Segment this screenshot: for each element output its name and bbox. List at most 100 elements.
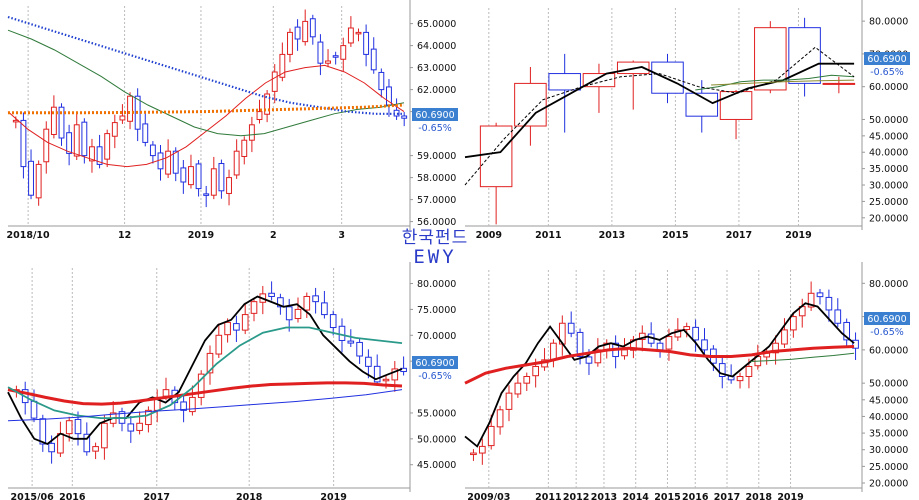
x-tick-label: 2014 — [622, 492, 649, 500]
daily-chart-panel[interactable]: 2018/10 12 2019 2 3 65.0000 64.0000 63.0000 62.0… — [0, 0, 460, 240]
x-tick-label: 2011 — [535, 492, 561, 500]
candle-body — [736, 376, 744, 382]
candle-body — [325, 60, 331, 64]
ma-blue-dotted-line — [7, 15, 404, 115]
y-tick-label: 50.0000 — [869, 115, 908, 126]
candle-body — [807, 292, 815, 308]
x-tick-label: 2018 — [746, 492, 773, 500]
y-tick-label: 64.0000 — [417, 41, 456, 52]
candle-body — [43, 128, 50, 163]
x-tick-label: 2018/10 — [7, 230, 51, 240]
candle-body — [338, 325, 346, 341]
candle-body — [233, 150, 240, 176]
y-tick-label: 35.0000 — [869, 429, 908, 440]
candle-body — [50, 106, 57, 135]
x-tick-label: 2017 — [144, 492, 170, 500]
candle-body — [241, 139, 248, 157]
current-price-box — [412, 356, 458, 369]
y-tick-label: 63.0000 — [417, 63, 456, 74]
ma-green-line — [750, 352, 855, 362]
candle-body — [363, 31, 370, 55]
candle-body — [745, 366, 753, 378]
candle-body — [582, 73, 616, 88]
fund-title: 한국펀드 EWY — [380, 229, 490, 267]
candle-body — [576, 331, 584, 358]
candle-body — [790, 316, 797, 331]
x-tick-label: 2009 — [476, 230, 502, 240]
y-tick-label: 58.0000 — [417, 173, 456, 184]
candle-body — [332, 55, 339, 58]
y-tick-label: 60.0000 — [869, 82, 908, 93]
x-tick-label: 2015 — [662, 230, 688, 240]
y-tick-label: 75.0000 — [417, 305, 456, 316]
y-tick-label: 50.0000 — [869, 379, 908, 390]
fund-title-ticker: EWY — [413, 246, 457, 268]
candle-body — [294, 308, 302, 320]
candle-body — [340, 45, 347, 60]
x-tick-label: 2015/06 — [11, 492, 55, 500]
candle-body — [65, 420, 73, 435]
y-tick-label: 70.0000 — [417, 331, 456, 342]
candle-body — [378, 71, 385, 91]
ma-black-line — [7, 295, 403, 446]
candle-body — [656, 342, 664, 351]
weekly-chart-panel[interactable]: 2015/06 2016 2017 2018 2019 80.0000 75.0000 70.… — [0, 262, 460, 500]
y-tick-label: 25.0000 — [869, 462, 908, 473]
candle-body — [347, 27, 354, 44]
candle-body — [692, 326, 699, 341]
x-tick-label: 2011 — [535, 230, 561, 240]
candle-body — [585, 356, 593, 364]
candle-body — [302, 20, 309, 43]
current-price-label: 60.6900 — [867, 54, 906, 65]
candle-body — [224, 321, 231, 336]
yearly-chart-panel[interactable]: 20092011201320152017201980.000070.000060… — [462, 0, 919, 240]
candle-body — [35, 163, 42, 199]
candle-body — [532, 366, 539, 377]
candle-body — [127, 423, 135, 432]
candle-body — [248, 124, 255, 141]
y-tick-label: 56.0000 — [417, 217, 456, 228]
y-tick-label: 30.0000 — [869, 181, 908, 192]
candle-body — [478, 445, 486, 454]
candle-body — [81, 121, 88, 157]
candle-body — [119, 115, 126, 121]
weekly-chart: 2015/06 2016 2017 2018 2019 80.0000 75.0000 70.… — [7, 262, 458, 500]
price-change-label: -0.65% — [418, 123, 452, 134]
candle-body — [145, 409, 152, 426]
monthly-chart-panel[interactable]: 2009/03 2011 2012 2013 2014 2015 2016 2017 2018 2… — [462, 262, 919, 500]
candle-body — [718, 363, 726, 378]
candle-body — [523, 376, 531, 384]
y-tick-label: 62.0000 — [417, 85, 456, 96]
candle-body — [505, 392, 513, 410]
candle-body — [781, 329, 788, 345]
candle-body — [195, 163, 202, 190]
y-tick-label: 65.0000 — [417, 19, 456, 30]
candle-body — [309, 18, 316, 38]
ma-red-line — [7, 381, 403, 406]
candle-body — [479, 125, 513, 188]
candle-body — [20, 119, 27, 168]
candle-body — [683, 326, 691, 331]
candle-body — [852, 339, 859, 349]
price-change-label: -0.65% — [870, 67, 904, 78]
candle-body — [92, 446, 99, 452]
candle-body — [621, 349, 628, 357]
candle-body — [356, 341, 363, 357]
candle-body — [83, 433, 91, 453]
candle-body — [834, 309, 842, 324]
candle-body — [496, 409, 504, 428]
y-tick-label: 45.0000 — [869, 131, 908, 142]
candle-body — [329, 314, 337, 329]
candle-body — [203, 193, 210, 196]
candle-body — [111, 122, 118, 137]
x-tick-label: 2013 — [599, 230, 625, 240]
candle-body — [470, 452, 477, 456]
current-price-box — [864, 312, 910, 325]
candle-body — [206, 352, 214, 374]
candle-body — [370, 48, 377, 71]
y-tick-label: 80.0000 — [417, 279, 456, 290]
candle-body — [514, 382, 522, 395]
ma-orange-dotted-line — [8, 103, 405, 115]
x-tick-label: 2019 — [320, 492, 346, 500]
candle-body — [149, 144, 156, 157]
